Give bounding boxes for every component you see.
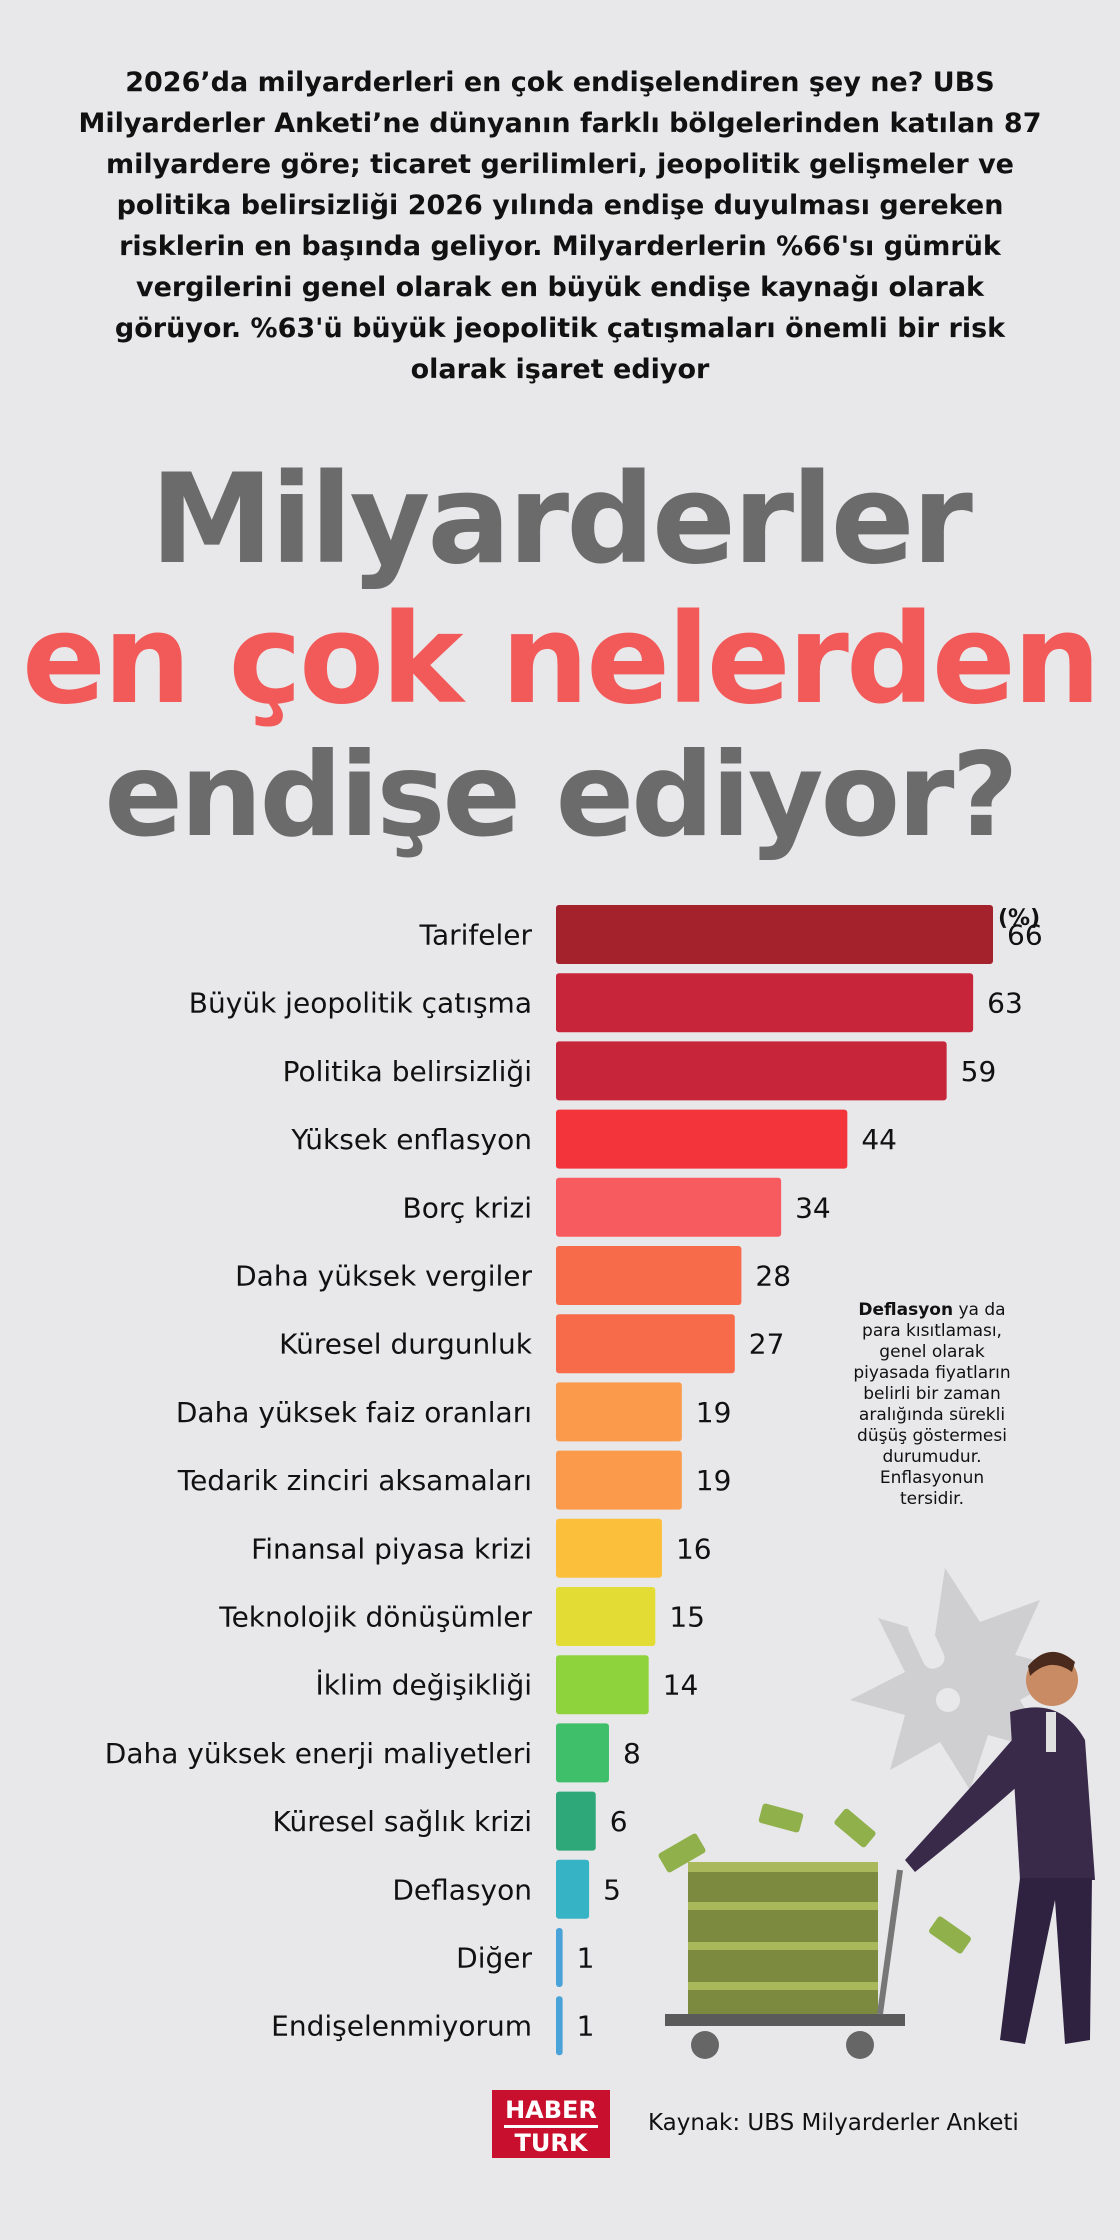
bar-2 [556, 1041, 947, 1101]
value-label-14: 5 [603, 1873, 621, 1906]
category-label-8: Tedarik zinciri aksamaları [177, 1464, 532, 1497]
category-label-13: Küresel sağlık krizi [272, 1805, 532, 1838]
value-label-3: 44 [861, 1123, 897, 1156]
category-label-3: Yüksek enflasyon [290, 1123, 532, 1156]
headline-line-2: en çok nelerden [21, 588, 1101, 732]
value-label-8: 19 [696, 1464, 732, 1497]
source-text: Kaynak: UBS Milyarderler Anketi [648, 2110, 1019, 2136]
bar-7 [556, 1382, 682, 1442]
value-label-15: 1 [577, 1942, 595, 1975]
intro-text: 2026’da milyarderleri en çok endişelendi… [78, 67, 1042, 385]
bar-11 [556, 1655, 649, 1715]
category-label-6: Küresel durgunluk [279, 1328, 533, 1361]
bar-4 [556, 1177, 782, 1237]
value-label-12: 8 [623, 1737, 641, 1770]
value-label-5: 28 [755, 1260, 791, 1293]
deflation-note: Deflasyon ya da para kısıtlaması, genel … [852, 1300, 1012, 1510]
category-label-2: Politika belirsizliği [283, 1055, 532, 1088]
value-label-0: 66 [1007, 919, 1043, 952]
category-label-7: Daha yüksek faiz oranları [176, 1396, 532, 1429]
bar-13 [556, 1791, 596, 1851]
bar-9 [556, 1518, 662, 1578]
value-label-7: 19 [696, 1396, 732, 1429]
category-label-10: Teknolojik dönüşümler [218, 1601, 532, 1634]
category-label-0: Tarifeler [418, 919, 532, 952]
value-label-10: 15 [669, 1601, 705, 1634]
bar-10 [556, 1587, 656, 1646]
value-label-13: 6 [610, 1805, 628, 1838]
logo-bottom-text: TURK [514, 2129, 588, 2157]
value-label-2: 59 [961, 1055, 997, 1088]
value-label-4: 34 [795, 1191, 831, 1224]
headline-line-1: Milyarderler [150, 448, 973, 592]
headline-line-3: endişe ediyor? [104, 728, 1018, 863]
category-label-5: Daha yüksek vergiler [235, 1260, 532, 1293]
bar-12 [556, 1723, 609, 1783]
cash-cart-icon [658, 1803, 971, 2059]
value-label-6: 27 [749, 1328, 785, 1361]
category-label-15: Diğer [456, 1942, 532, 1975]
note-term: Deflasyon [858, 1300, 954, 1320]
note-text: ya da para kısıtlaması, genel olarak piy… [853, 1300, 1011, 1509]
value-label-9: 16 [676, 1532, 712, 1565]
bar-6 [556, 1314, 735, 1374]
category-label-12: Daha yüksek enerji maliyetleri [105, 1737, 532, 1770]
category-label-4: Borç krizi [402, 1191, 532, 1224]
category-label-9: Finansal piyasa krizi [251, 1532, 532, 1565]
bar-14 [556, 1859, 590, 1919]
category-label-1: Büyük jeopolitik çatışma [189, 987, 532, 1020]
bar-0 [556, 905, 993, 964]
bar-1 [556, 973, 974, 1033]
logo-top-text: HABER [505, 2096, 597, 2124]
bar-8 [556, 1450, 682, 1510]
category-label-14: Deflasyon [392, 1873, 532, 1906]
bar-3 [556, 1109, 848, 1169]
bar-5 [556, 1246, 742, 1305]
businessman-illustration [905, 1651, 1095, 2044]
bar-15 [556, 1928, 563, 1987]
value-label-16: 1 [577, 2010, 595, 2043]
unit-label: (%) [998, 906, 1041, 931]
haberturk-logo: HABER TURK [492, 2090, 610, 2158]
bar-16 [556, 1996, 563, 2056]
value-label-1: 63 [987, 987, 1023, 1020]
category-label-11: İklim değişikliği [316, 1669, 532, 1702]
value-label-11: 14 [663, 1669, 699, 1702]
category-label-16: Endişelenmiyorum [271, 2010, 532, 2043]
